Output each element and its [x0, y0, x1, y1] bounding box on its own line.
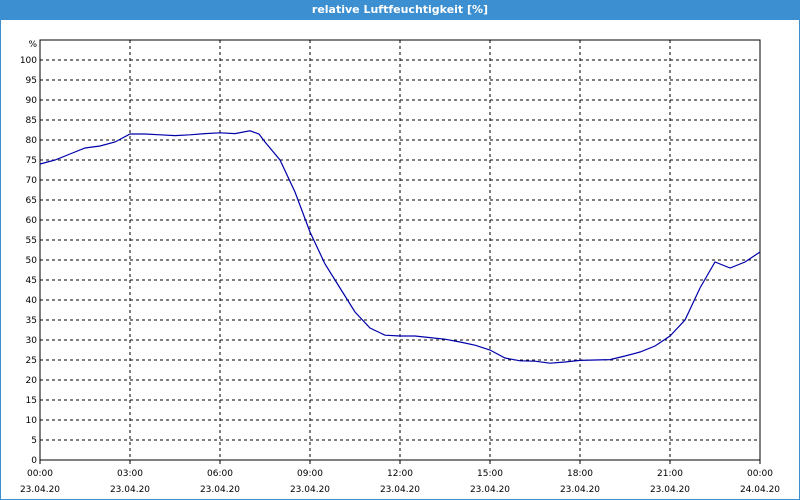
y-tick-label: 55 — [26, 236, 37, 246]
y-tick-label: 25 — [26, 356, 37, 366]
x-tick-time: 00:00 — [747, 469, 773, 479]
y-tick-label: 0 — [31, 456, 37, 466]
y-tick-label: 90 — [26, 96, 38, 106]
y-tick-label: 35 — [26, 316, 37, 326]
y-tick-label: 65 — [26, 196, 37, 206]
x-tick-date: 24.04.20 — [740, 485, 780, 495]
x-tick-time: 06:00 — [207, 469, 233, 479]
y-tick-label: 75 — [26, 156, 37, 166]
x-tick-time: 12:00 — [387, 469, 413, 479]
x-tick-time: 21:00 — [657, 469, 683, 479]
x-tick-time: 15:00 — [477, 469, 503, 479]
y-axis-ticks: 0 5 10 15 20 25 30 35 40 45 50 55 60 65 70 75 80 85 90 95 10… — [20, 56, 37, 466]
y-tick-label: 95 — [26, 76, 37, 86]
x-tick-time: 09:00 — [297, 469, 323, 479]
y-tick-label: 50 — [26, 256, 38, 266]
grid-lines — [40, 40, 760, 460]
x-tick-time: 00:00 — [27, 469, 53, 479]
x-tick-date: 23.04.20 — [560, 485, 600, 495]
y-tick-label: 100 — [20, 56, 37, 66]
x-tick-date: 23.04.20 — [110, 485, 150, 495]
x-tick-date: 23.04.20 — [20, 485, 60, 495]
x-axis-ticks: 00:00 23.04.20 03:00 23.04.20 06:00 23.04.20 0… — [20, 460, 780, 495]
window-title: relative Luftfeuchtigkeit [%] — [0, 0, 800, 20]
x-tick-date: 23.04.20 — [470, 485, 510, 495]
x-tick-time: 18:00 — [567, 469, 593, 479]
x-tick-date: 23.04.20 — [290, 485, 330, 495]
y-tick-label: 10 — [26, 416, 38, 426]
y-axis-label: % — [28, 40, 37, 50]
x-tick-date: 23.04.20 — [200, 485, 240, 495]
series-line-humidity — [39, 130, 761, 364]
x-tick-date: 23.04.20 — [650, 485, 690, 495]
y-tick-label: 5 — [31, 436, 37, 446]
y-tick-label: 85 — [26, 116, 37, 126]
y-tick-label: 40 — [26, 296, 38, 306]
x-tick-time: 03:00 — [117, 469, 143, 479]
y-tick-label: 45 — [26, 276, 37, 286]
y-tick-label: 80 — [26, 136, 38, 146]
y-tick-label: 60 — [26, 216, 38, 226]
y-tick-label: 15 — [26, 396, 37, 406]
x-tick-date: 23.04.20 — [380, 485, 420, 495]
y-tick-label: 20 — [26, 376, 38, 386]
y-tick-label: 70 — [26, 176, 38, 186]
y-tick-label: 30 — [26, 336, 38, 346]
